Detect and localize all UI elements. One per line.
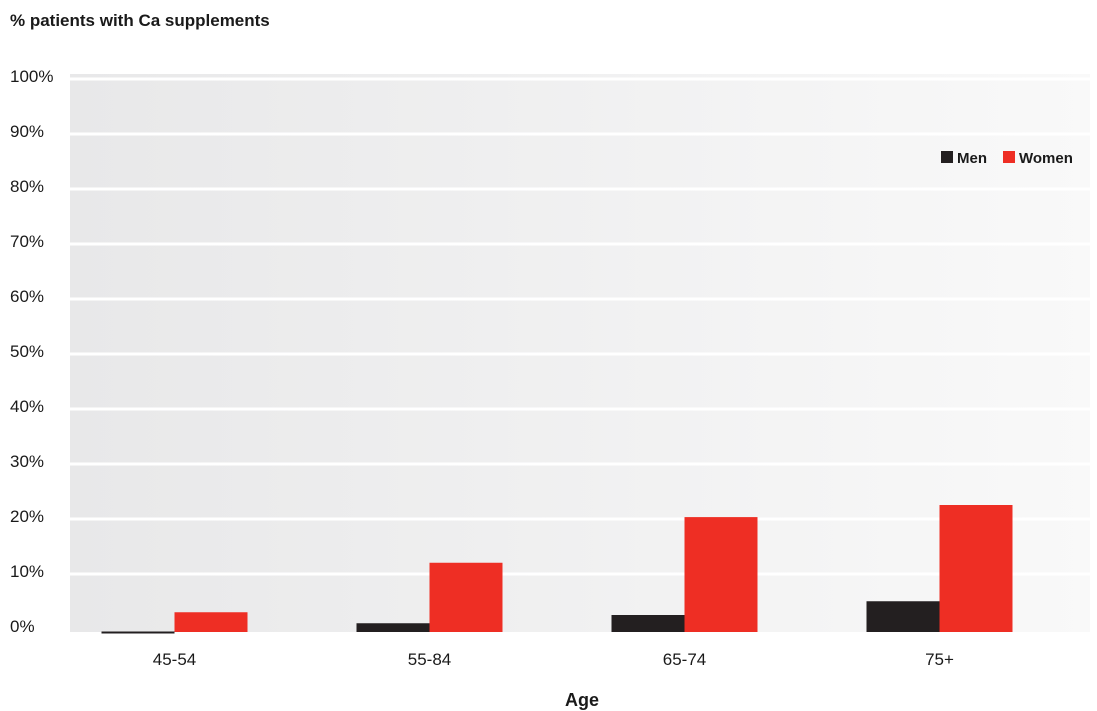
x-tick-label: 55-84 — [408, 650, 451, 669]
bar-men-55-84 — [356, 623, 430, 632]
x-tick-label: 65-74 — [663, 650, 706, 669]
bar-men-45-54 — [101, 631, 175, 634]
legend: Men Women — [941, 150, 1073, 167]
legend-swatch-men — [941, 151, 953, 163]
bars — [101, 505, 1013, 634]
x-tick-label: 45-54 — [153, 650, 196, 669]
legend-swatch-women — [1003, 151, 1015, 163]
y-tick-label: 60% — [10, 287, 44, 306]
bar-women-65-74 — [684, 517, 758, 632]
legend-label-women: Women — [1019, 150, 1073, 167]
y-tick-label: 80% — [10, 177, 44, 196]
y-axis-ticks: 0% 10% 20% 30% 40% 50% 60% 70% 80% 90% 100% — [10, 67, 53, 636]
y-tick-label: 90% — [10, 122, 44, 141]
x-tick-label: 75+ — [925, 650, 954, 669]
gridlines — [70, 77, 1090, 576]
y-tick-label: 100% — [10, 67, 53, 86]
y-tick-label: 40% — [10, 397, 44, 416]
y-tick-label: 10% — [10, 562, 44, 581]
y-tick-label: 30% — [10, 452, 44, 471]
bar-women-55-84 — [429, 562, 503, 632]
bar-women-75+ — [939, 505, 1013, 632]
y-tick-label: 20% — [10, 507, 44, 526]
bar-women-45-54 — [174, 612, 248, 632]
y-tick-label: 70% — [10, 232, 44, 251]
bar-men-65-74 — [611, 615, 685, 632]
bar-men-75+ — [866, 601, 940, 632]
x-axis-ticks: 45-54 55-84 65-74 75+ — [153, 650, 954, 669]
y-axis-title: % patients with Ca supplements — [10, 11, 270, 30]
y-tick-label: 50% — [10, 342, 44, 361]
legend-label-men: Men — [957, 150, 987, 167]
x-axis-title: Age — [565, 690, 599, 710]
y-tick-label: 0% — [10, 617, 35, 636]
